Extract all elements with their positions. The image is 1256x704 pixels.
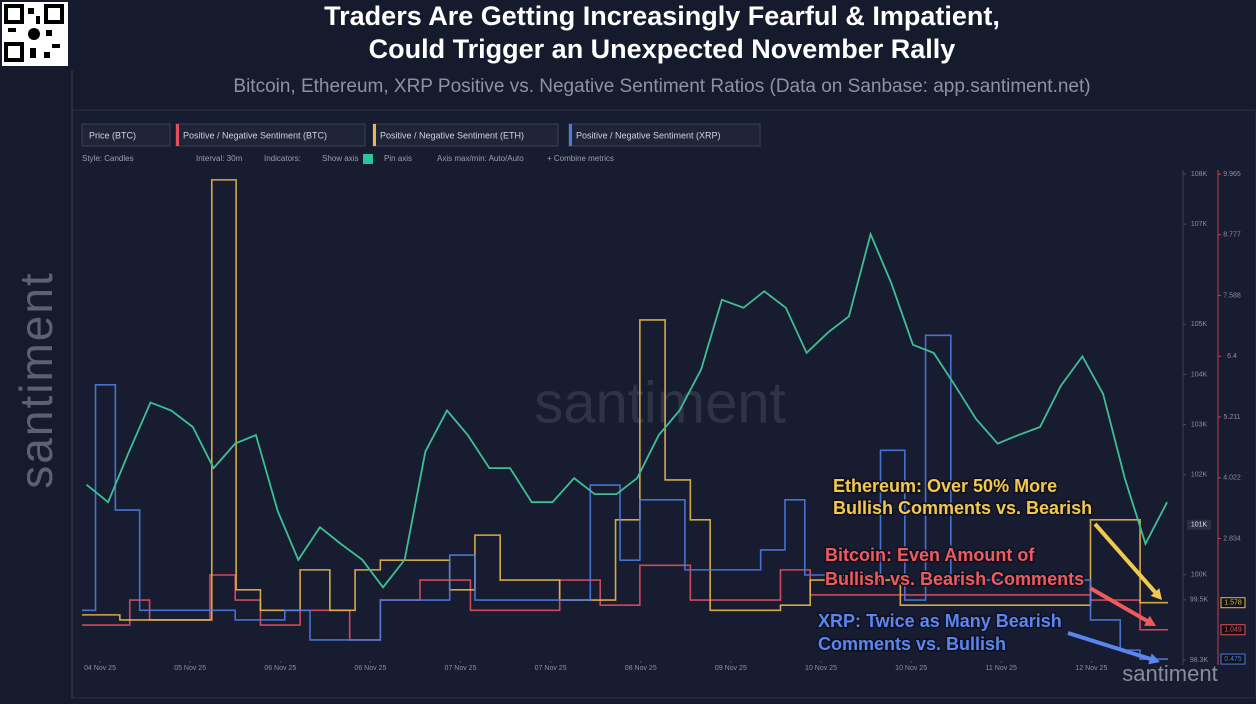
x-tick-label: 06 Nov 25	[354, 665, 386, 672]
annotation-arrow	[1067, 631, 1153, 662]
toolbar-item[interactable]: Indicators:	[264, 154, 301, 163]
watermark: santiment	[10, 271, 62, 488]
x-tick-label: 09 Nov 25	[715, 665, 747, 672]
toolbar-item[interactable]: Pin axis	[384, 154, 412, 163]
y-tick-label: 108K	[1191, 171, 1208, 178]
legend-label[interactable]: Price (BTC)	[89, 130, 136, 140]
value-badge-label: 0.475	[1224, 656, 1242, 663]
y-tick-label: 107K	[1191, 221, 1208, 228]
watermark: santiment	[1122, 661, 1217, 686]
y2-tick-label: 6.4	[1227, 353, 1237, 360]
legend-swatch	[569, 124, 572, 146]
y-tick-label: 103K	[1191, 421, 1208, 428]
annotation-arrow	[1093, 522, 1159, 596]
toolbar-item[interactable]: Interval: 30m	[196, 154, 243, 163]
value-badge	[1220, 597, 1246, 609]
x-tick-label: 10 Nov 25	[895, 665, 927, 672]
y2-tick-label: 4.022	[1223, 475, 1241, 482]
annotation: Comments vs. Bullish	[818, 634, 1006, 654]
legend-swatch	[176, 124, 179, 146]
annotation: Bitcoin: Even Amount of	[825, 545, 1035, 565]
value-badge	[1220, 653, 1246, 665]
value-badge-label: 1.049	[1224, 627, 1242, 634]
x-tick-label: 10 Nov 25	[805, 665, 837, 672]
legend-tab[interactable]	[81, 123, 171, 147]
x-tick-label: 07 Nov 25	[445, 665, 477, 672]
annotation-arrow	[1089, 586, 1151, 624]
subtitle: Bitcoin, Ethereum, XRP Positive vs. Nega…	[233, 76, 1090, 97]
y-tick-label: 98.3K	[1190, 657, 1209, 664]
legend-label[interactable]: Positive / Negative Sentiment (XRP)	[576, 130, 721, 140]
annotation: XRP: Twice as Many Bearish	[818, 611, 1062, 631]
sentiment-line	[82, 179, 1168, 621]
toolbar: Style: Candles Interval: 30m Indicators:…	[82, 154, 614, 164]
price-badge	[1187, 519, 1211, 530]
qr-code	[2, 2, 68, 66]
x-tick-label: 05 Nov 25	[174, 665, 206, 672]
annotation-arrowhead	[1144, 615, 1156, 626]
y-tick-label: 102K	[1191, 471, 1208, 478]
y2-tick-label: 5.211	[1224, 414, 1241, 421]
x-tick-label: 08 Nov 25	[625, 665, 657, 672]
watermark: santiment	[534, 370, 785, 435]
legend-swatch	[373, 124, 376, 146]
value-badge-label: 1.578	[1224, 600, 1242, 607]
y-tick-label: 100K	[1191, 572, 1208, 579]
toolbar-item[interactable]: Show axis	[322, 154, 358, 163]
annotation-arrowhead	[1150, 588, 1162, 600]
annotation-arrowhead	[1148, 653, 1160, 665]
x-tick-label: 11 Nov 25	[986, 665, 1017, 672]
title-line: Could Trigger an Unexpected November Ral…	[369, 34, 956, 64]
legend-label[interactable]: Positive / Negative Sentiment (ETH)	[380, 130, 524, 140]
legend-label[interactable]: Positive / Negative Sentiment (BTC)	[183, 130, 327, 140]
toolbar-item[interactable]: Axis max/min: Auto/Auto	[437, 154, 524, 163]
annotation: Bullish Comments vs. Bearish	[833, 498, 1092, 518]
price-badge-label: 101K	[1191, 522, 1208, 529]
price-line	[85, 231, 1168, 589]
x-tick-label: 12 Nov 25	[1075, 665, 1107, 672]
y2-tick-label: 8.777	[1223, 232, 1241, 239]
toolbar-item[interactable]: + Combine metrics	[547, 154, 614, 163]
x-tick-label: 07 Nov 25	[535, 665, 567, 672]
y2-tick-label: 9.965	[1223, 171, 1241, 178]
value-badge	[1220, 624, 1246, 636]
y-tick-label: 104K	[1191, 371, 1208, 378]
x-tick-label: 04 Nov 25	[84, 665, 116, 672]
sentiment-line	[82, 334, 1168, 660]
y-tick-label: 105K	[1191, 321, 1208, 328]
title-line: Traders Are Getting Increasingly Fearful…	[324, 1, 1000, 31]
x-tick-label: 06 Nov 25	[264, 665, 296, 672]
chart-panel	[71, 109, 1256, 699]
checkbox[interactable]	[363, 154, 373, 164]
annotation: Bullish vs. Bearish Comments	[825, 569, 1084, 589]
annotation: Ethereum: Over 50% More	[833, 476, 1057, 496]
y-tick-label: 99.5K	[1190, 597, 1209, 604]
y2-tick-label: 2.834	[1223, 535, 1241, 542]
y2-tick-label: 7.588	[1223, 292, 1241, 299]
toolbar-item[interactable]: Style: Candles	[82, 154, 134, 163]
